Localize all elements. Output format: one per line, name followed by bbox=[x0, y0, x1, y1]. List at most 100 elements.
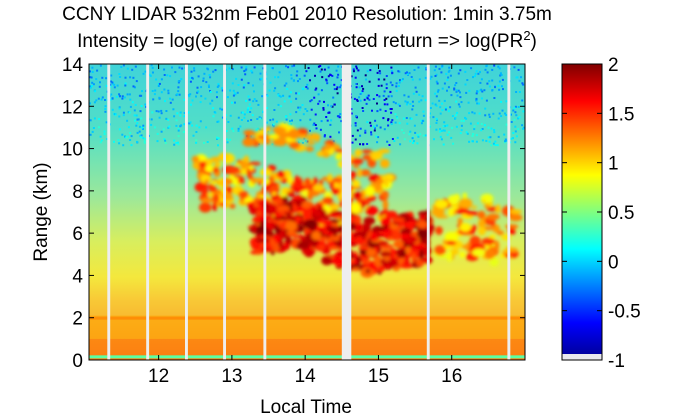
noise-speck bbox=[274, 76, 276, 79]
noise-speck bbox=[126, 93, 129, 96]
cloud-blob bbox=[255, 216, 260, 220]
noise-speck bbox=[446, 89, 448, 92]
noise-speck bbox=[327, 104, 329, 107]
noise-speck bbox=[425, 68, 428, 71]
data-gap bbox=[146, 64, 150, 360]
noise-speck bbox=[323, 134, 326, 137]
noise-speck bbox=[480, 78, 483, 81]
noise-speck bbox=[195, 141, 198, 144]
cloud-blob bbox=[309, 206, 318, 212]
cloud-blob bbox=[327, 173, 333, 182]
noise-speck bbox=[512, 109, 515, 112]
y-tick-label: 0 bbox=[72, 351, 83, 372]
noise-speck bbox=[279, 95, 282, 98]
noise-speck bbox=[472, 76, 474, 79]
noise-speck bbox=[177, 129, 180, 132]
noise-speck bbox=[167, 118, 170, 121]
noise-speck bbox=[313, 122, 316, 125]
noise-speck bbox=[435, 95, 438, 98]
noise-speck bbox=[388, 144, 391, 146]
noise-speck bbox=[132, 85, 135, 88]
noise-speck bbox=[412, 142, 414, 144]
cloud-blob bbox=[472, 248, 486, 257]
noise-speck bbox=[439, 130, 441, 133]
noise-speck bbox=[375, 124, 378, 127]
noise-speck bbox=[93, 101, 96, 104]
noise-speck bbox=[286, 88, 289, 90]
noise-speck bbox=[460, 119, 463, 122]
noise-speck bbox=[378, 95, 381, 98]
cloud-blob bbox=[285, 242, 290, 251]
cloud-blob bbox=[214, 161, 221, 169]
cloud-blob bbox=[382, 229, 393, 233]
noise-speck bbox=[295, 111, 298, 114]
cloud-blob bbox=[276, 170, 286, 179]
noise-speck bbox=[483, 89, 486, 92]
noise-speck bbox=[118, 73, 121, 75]
noise-speck bbox=[411, 78, 414, 81]
cloud-blob bbox=[198, 161, 207, 168]
cloud-blob bbox=[266, 229, 273, 236]
x-tick-label: 13 bbox=[221, 366, 242, 387]
noise-speck bbox=[417, 135, 420, 138]
noise-speck bbox=[177, 80, 180, 83]
noise-speck bbox=[106, 138, 109, 140]
noise-speck bbox=[111, 97, 114, 100]
cloud-blob bbox=[510, 247, 518, 253]
noise-speck bbox=[248, 103, 251, 106]
cloud-blob bbox=[363, 216, 376, 225]
cloud-blob bbox=[224, 186, 234, 194]
noise-speck bbox=[329, 74, 332, 76]
noise-speck bbox=[171, 98, 174, 101]
noise-speck bbox=[231, 68, 234, 71]
noise-speck bbox=[402, 131, 405, 134]
noise-speck bbox=[441, 102, 444, 105]
noise-speck bbox=[232, 94, 235, 97]
noise-speck bbox=[183, 115, 186, 118]
noise-speck bbox=[405, 103, 408, 106]
noise-speck bbox=[245, 99, 247, 102]
noise-speck bbox=[259, 72, 262, 75]
noise-speck bbox=[221, 87, 224, 90]
noise-speck bbox=[295, 97, 298, 100]
noise-speck bbox=[483, 124, 486, 127]
noise-speck bbox=[247, 82, 250, 85]
cloud-blob bbox=[279, 230, 285, 238]
noise-speck bbox=[518, 116, 521, 119]
noise-speck bbox=[409, 117, 412, 120]
noise-speck bbox=[99, 141, 102, 144]
cloud-blob bbox=[354, 235, 364, 245]
noise-speck bbox=[100, 139, 103, 142]
noise-speck bbox=[481, 139, 484, 142]
cloud-blob bbox=[469, 235, 481, 246]
cloud-blob bbox=[267, 243, 272, 249]
noise-speck bbox=[240, 78, 243, 81]
noise-speck bbox=[466, 132, 469, 135]
noise-speck bbox=[523, 126, 525, 129]
noise-speck bbox=[416, 142, 419, 145]
cloud-blob bbox=[298, 220, 306, 225]
noise-speck bbox=[449, 106, 452, 109]
noise-speck bbox=[486, 71, 489, 74]
noise-speck bbox=[305, 139, 307, 142]
noise-speck bbox=[487, 126, 490, 129]
noise-speck bbox=[385, 75, 388, 77]
noise-speck bbox=[368, 80, 371, 83]
noise-speck bbox=[172, 108, 175, 111]
noise-speck bbox=[243, 113, 246, 116]
noise-speck bbox=[177, 90, 180, 93]
noise-speck bbox=[177, 135, 180, 138]
noise-speck bbox=[121, 133, 124, 136]
noise-speck bbox=[226, 138, 229, 141]
noise-speck bbox=[376, 110, 379, 113]
noise-speck bbox=[306, 87, 309, 90]
noise-speck bbox=[387, 95, 390, 98]
surface-band bbox=[89, 355, 525, 359]
noise-speck bbox=[298, 78, 301, 80]
x-axis-label: Local Time bbox=[260, 397, 352, 418]
noise-speck bbox=[296, 70, 299, 73]
noise-speck bbox=[470, 67, 473, 70]
noise-speck bbox=[459, 91, 461, 94]
noise-speck bbox=[272, 123, 275, 126]
noise-speck bbox=[195, 95, 197, 98]
